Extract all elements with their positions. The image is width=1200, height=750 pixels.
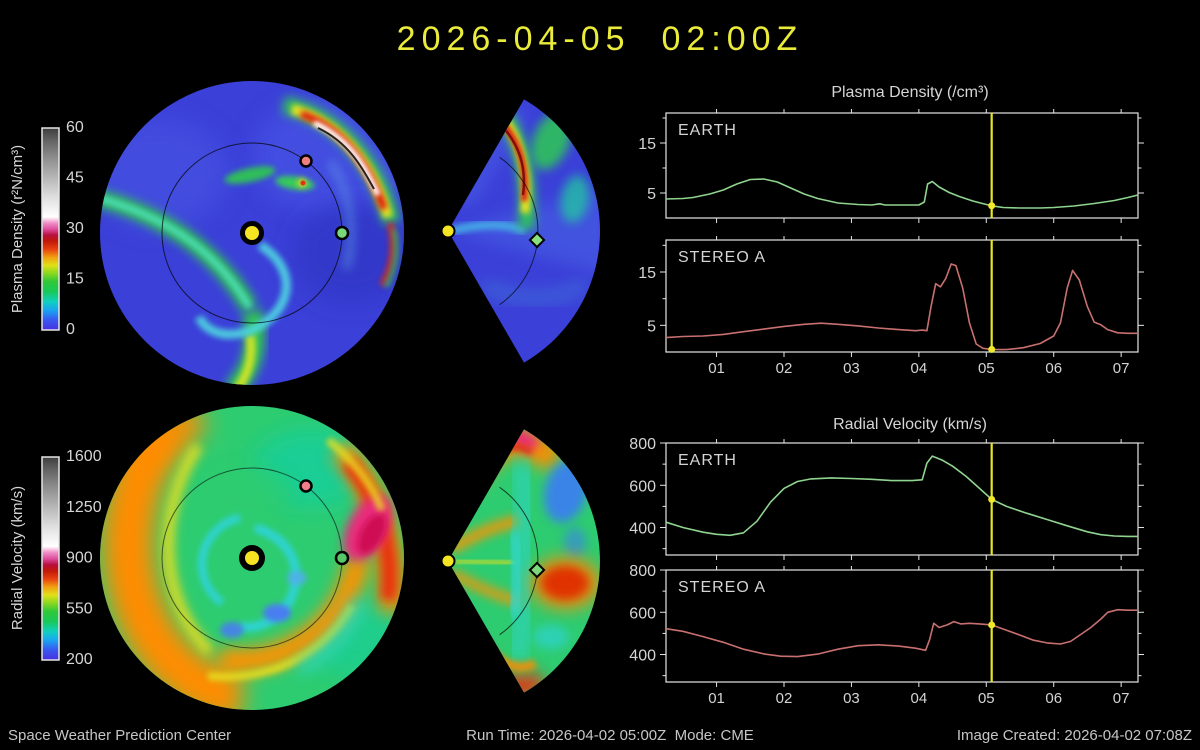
x-tick-label: 07 (1113, 360, 1130, 377)
y-tick-label: 5 (647, 318, 656, 335)
plot-frame (665, 442, 1139, 556)
density-colorbar-gradient (41, 127, 60, 331)
earth-marker (528, 231, 546, 249)
timeseries-density-stereo-a: 01 02 03 04 05 06 07 5 15 STEREO A (638, 236, 1144, 377)
stereo-a-marker (299, 479, 313, 493)
x-tick-label: 01 (708, 360, 725, 377)
y-tick-label: 600 (629, 605, 656, 622)
forecast-time-title: 2026-04-05 02:00Z (396, 20, 804, 58)
timeseries-velocity-stereo-a: 01 02 03 04 05 06 07 400 600 800 STEREO A (629, 563, 1144, 707)
density-polar-art (100, 81, 404, 385)
stereo-a-marker (299, 154, 313, 168)
y-tick-label: 15 (638, 136, 656, 153)
plot-frame (665, 112, 1139, 219)
x-tick-label: 07 (1113, 690, 1130, 707)
series-line (665, 608, 1138, 658)
earth-marker (528, 561, 546, 579)
density-colorbar: Plasma Density (r²N/cm³) 60 45 30 15 0 (9, 119, 84, 338)
series-line (665, 455, 1138, 538)
velocity-polar-art (100, 406, 404, 710)
sun-marker (245, 551, 259, 565)
x-tick-label: 05 (978, 690, 995, 707)
density-cb-tick: 45 (66, 170, 84, 187)
density-colorbar-label: Plasma Density (r²N/cm³) (9, 145, 26, 313)
x-tick-label: 01 (708, 690, 725, 707)
forecast-time-dot (988, 202, 996, 210)
orbit-arc (499, 486, 539, 636)
density-map-polar (100, 81, 404, 385)
y-tick-label: 15 (638, 265, 656, 282)
velocity-map-polar (100, 406, 404, 710)
sun-marker (245, 226, 259, 240)
plot-frame (665, 569, 1139, 683)
velocity-map-meridional (440, 429, 600, 693)
y-tick-label: 5 (647, 186, 656, 203)
velocity-colorbar-gradient (41, 456, 60, 661)
orbit-arc (499, 156, 539, 306)
y-tick-label: 400 (629, 648, 656, 665)
timeseries-velocity-earth: 400 600 800 EARTH (629, 436, 1144, 560)
x-tick-label: 04 (911, 360, 928, 377)
series-line (665, 263, 1138, 351)
density-map-meridional (440, 99, 600, 363)
y-tick-label: 800 (629, 563, 656, 580)
y-tick-label: 400 (629, 521, 656, 538)
velocity-cb-tick: 900 (66, 550, 93, 567)
density-cb-tick: 30 (66, 220, 84, 237)
station-label: STEREO A (678, 579, 766, 596)
station-label: EARTH (678, 452, 737, 469)
plot-frame (665, 239, 1139, 353)
station-label: EARTH (678, 122, 737, 139)
series-line (665, 178, 1139, 209)
x-tick-label: 03 (843, 690, 860, 707)
x-tick-label: 05 (978, 360, 995, 377)
density-plots-title: Plasma Density (/cm³) (831, 84, 989, 101)
earth-marker (334, 225, 350, 241)
forecast-time-dot (988, 495, 996, 503)
footer-image-created: Image Created: 2026-04-02 07:08Z (956, 727, 1192, 744)
timeseries-density-earth: 5 15 EARTH (638, 109, 1144, 223)
velocity-cb-tick: 200 (66, 651, 93, 668)
x-tick-label: 03 (843, 360, 860, 377)
sun-marker (440, 553, 456, 569)
footer-run-time: Run Time: 2026-04-02 05:00Z Mode: CME (466, 727, 754, 744)
footer-org-name: Space Weather Prediction Center (8, 727, 232, 744)
sun-marker (440, 223, 456, 239)
velocity-plots-title: Radial Velocity (km/s) (833, 416, 987, 433)
x-tick-label: 04 (911, 690, 928, 707)
velocity-cb-tick: 550 (66, 600, 93, 617)
station-label: STEREO A (678, 249, 766, 266)
density-cb-tick: 60 (66, 119, 84, 136)
x-tick-label: 06 (1045, 360, 1062, 377)
forecast-time-dot (988, 621, 996, 629)
density-cb-tick: 15 (66, 271, 84, 288)
velocity-cb-tick: 1250 (66, 499, 102, 516)
y-tick-label: 800 (629, 436, 656, 453)
x-tick-label: 02 (776, 360, 793, 377)
density-cb-tick: 0 (66, 321, 75, 338)
velocity-colorbar-label: Radial Velocity (km/s) (9, 486, 26, 630)
velocity-colorbar: Radial Velocity (km/s) 1600 1250 900 550… (9, 448, 102, 668)
forecast-time-dot (988, 345, 996, 353)
x-tick-label: 06 (1045, 690, 1062, 707)
velocity-cb-tick: 1600 (66, 448, 102, 465)
x-tick-label: 02 (776, 690, 793, 707)
earth-marker (334, 550, 350, 566)
y-tick-label: 600 (629, 478, 656, 495)
